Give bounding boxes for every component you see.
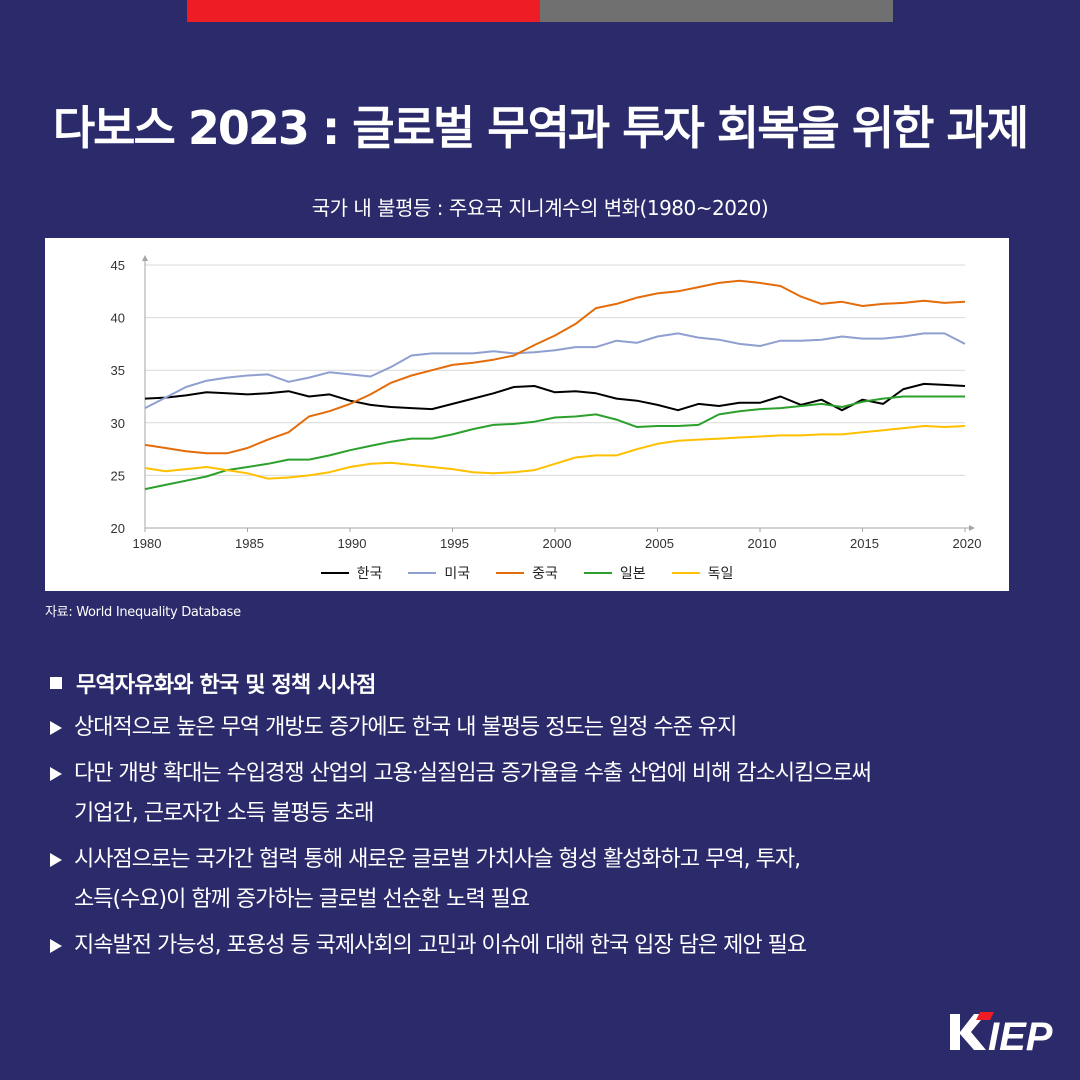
legend-swatch xyxy=(583,572,612,574)
logo-red-accent xyxy=(976,1012,994,1020)
policy-section: 무역자유화와 한국 및 정책 시사점 상대적으로 높은 무역 개방도 증가에도 … xyxy=(48,664,1058,966)
legend-swatch xyxy=(496,572,525,574)
legend-label: 한국 xyxy=(356,566,383,582)
bullet-text-line: 시사점으로는 국가간 협력 통해 새로운 글로벌 가치사슬 형성 활성화하고 무… xyxy=(74,847,801,872)
y-tick-label: 35 xyxy=(111,363,125,378)
x-tick-label: 1990 xyxy=(338,536,367,551)
chart-panel: 20 25 30 35 40 45 1980 1985 1990 1995 2000 2005 2010… xyxy=(45,238,1009,591)
series-line-3 xyxy=(144,279,966,455)
legend-swatch xyxy=(320,572,349,574)
bullet-item: 상대적으로 높은 무역 개방도 증가에도 한국 내 불평등 정도는 일정 수준 … xyxy=(48,708,1058,748)
source-note: 자료: World Inequality Database xyxy=(45,605,241,620)
triangle-bullet-icon xyxy=(50,721,62,735)
legend-swatch xyxy=(671,572,700,574)
legend-item: 독일 xyxy=(671,563,734,583)
bullet-text-line: 기업간, 근로자간 소득 불평등 초래 xyxy=(74,801,374,826)
y-tick-label: 25 xyxy=(111,468,125,483)
logo-text: IEP xyxy=(988,1015,1053,1054)
series-line-5 xyxy=(144,425,966,480)
y-tick-label: 30 xyxy=(111,416,125,431)
legend-item: 중국 xyxy=(496,563,558,583)
legend-item: 미국 xyxy=(408,563,470,583)
bullet-text: 다만 개방 확대는 수입경쟁 산업의 고용·실질임금 증가율을 수출 산업에 비… xyxy=(74,754,872,834)
x-tick-label: 2015 xyxy=(850,536,879,551)
legend-item: 한국 xyxy=(320,563,383,583)
bullet-item: 시사점으로는 국가간 협력 통해 새로운 글로벌 가치사슬 형성 활성화하고 무… xyxy=(48,840,1058,920)
bullet-text-line: 상대적으로 높은 무역 개방도 증가에도 한국 내 불평등 정도는 일정 수준 … xyxy=(74,715,737,740)
legend-label: 독일 xyxy=(707,566,734,582)
y-axis-arrow-icon xyxy=(142,255,148,261)
x-tick-label: 2020 xyxy=(953,536,982,551)
x-tick-label: 1980 xyxy=(133,536,162,551)
series-line-4 xyxy=(144,395,965,491)
accent-bar-red xyxy=(187,0,540,22)
chart-legend: 한국 미국 중국 일본 독일 xyxy=(45,563,1009,583)
x-tick-label: 1995 xyxy=(440,536,469,551)
top-accent-bar xyxy=(187,0,893,22)
x-tick-label: 1985 xyxy=(235,536,264,551)
bullet-text-line: 지속발전 가능성, 포용성 등 국제사회의 고민과 이슈에 대해 한국 입장 담… xyxy=(74,933,807,958)
legend-label: 미국 xyxy=(444,566,471,582)
x-axis-arrow-icon xyxy=(969,525,975,531)
bullet-text: 지속발전 가능성, 포용성 등 국제사회의 고민과 이슈에 대해 한국 입장 담… xyxy=(74,926,807,966)
x-tick-label: 2000 xyxy=(543,536,572,551)
bullet-item: 지속발전 가능성, 포용성 등 국제사회의 고민과 이슈에 대해 한국 입장 담… xyxy=(48,926,1058,966)
y-tick-label: 40 xyxy=(111,311,125,326)
section-heading-text: 무역자유화와 한국 및 정책 시사점 xyxy=(76,673,376,698)
legend-label: 일본 xyxy=(619,566,646,582)
legend-swatch xyxy=(408,572,437,574)
legend-item: 일본 xyxy=(583,563,646,583)
square-bullet-icon xyxy=(50,677,62,689)
bullet-text-line: 소득(수요)이 함께 증가하는 글로벌 선순환 노력 필요 xyxy=(74,887,530,912)
legend-label: 중국 xyxy=(532,566,558,582)
x-tick-label: 2005 xyxy=(645,536,674,551)
bullet-text: 상대적으로 높은 무역 개방도 증가에도 한국 내 불평등 정도는 일정 수준 … xyxy=(74,708,737,748)
x-tick-label: 2010 xyxy=(748,536,777,551)
section-heading: 무역자유화와 한국 및 정책 시사점 xyxy=(48,664,1058,702)
logo-k-shape xyxy=(950,1014,986,1050)
y-tick-label: 20 xyxy=(111,521,125,536)
chart-title: 국가 내 불평등 : 주요국 지니계수의 변화(1980~2020) xyxy=(311,196,769,220)
kiep-logo: IEP xyxy=(950,1012,1053,1054)
series-line-2 xyxy=(144,332,966,409)
bullet-text: 시사점으로는 국가간 협력 통해 새로운 글로벌 가치사슬 형성 활성화하고 무… xyxy=(74,840,801,920)
y-tick-label: 45 xyxy=(111,258,125,273)
bullet-item: 다만 개방 확대는 수입경쟁 산업의 고용·실질임금 증가율을 수출 산업에 비… xyxy=(48,754,1058,834)
series-line-1 xyxy=(144,382,966,412)
bullet-list: 상대적으로 높은 무역 개방도 증가에도 한국 내 불평등 정도는 일정 수준 … xyxy=(48,708,1058,966)
gini-line-chart: 20 25 30 35 40 45 1980 1985 1990 1995 2000 2005 2010… xyxy=(111,255,982,551)
bullet-text-line: 다만 개방 확대는 수입경쟁 산업의 고용·실질임금 증가율을 수출 산업에 비… xyxy=(74,761,872,786)
triangle-bullet-icon xyxy=(50,939,62,953)
accent-bar-gray xyxy=(540,0,893,22)
page-title: 다보스 2023 : 글로벌 무역과 투자 회복을 위한 과제 xyxy=(52,101,1029,155)
triangle-bullet-icon xyxy=(50,767,62,781)
triangle-bullet-icon xyxy=(50,853,62,867)
